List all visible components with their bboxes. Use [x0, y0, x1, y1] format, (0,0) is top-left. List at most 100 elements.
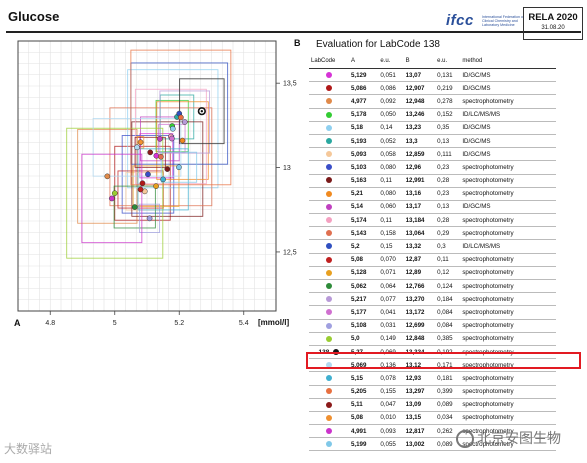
uncertainty-b-cell: 0,13 [435, 134, 461, 149]
title-divider [6, 31, 581, 33]
uncertainty-a-cell: 0,093 [378, 424, 404, 439]
series-color-dot [325, 137, 332, 144]
data-point [147, 149, 154, 156]
uncertainty-a-cell: 0,149 [378, 332, 404, 346]
uncertainty-b-cell: 0,219 [435, 81, 461, 96]
labcode-cell [309, 319, 349, 333]
uncertainty-b-cell: 0,131 [435, 68, 461, 83]
uncertainty-a-cell: 0,052 [378, 134, 404, 149]
series-color-dot [325, 375, 332, 382]
series-color-dot [325, 441, 332, 448]
col-b: B [403, 53, 436, 69]
evaluation-title: Evaluation for LabCode 138 [316, 39, 440, 50]
table-row: 5,199 0,055 13,002 0,089 spectrophotometry [309, 437, 556, 452]
y-tick-label: 12,5 [283, 249, 297, 256]
value-b-cell: 12,991 [403, 174, 436, 188]
method-cell: spectrophotometry [460, 226, 556, 241]
labcode-cell [309, 121, 349, 135]
method-cell: ID/GC/MS [460, 200, 556, 215]
series-color-dot [325, 282, 332, 289]
method-cell: spectrophotometry [460, 292, 556, 307]
uncertainty-b-cell: 0,181 [435, 371, 461, 386]
value-b-cell: 13,09 [403, 398, 436, 412]
value-b-cell: 13,07 [403, 68, 436, 83]
ifcc-logo: ifcc International Federation of Clinica… [446, 12, 526, 32]
series-color-dot [325, 190, 332, 197]
value-a-cell: 5,143 [348, 226, 379, 241]
uncertainty-a-cell: 0,031 [378, 319, 404, 333]
data-point [153, 183, 159, 189]
uncertainty-box [113, 185, 156, 229]
table-row: 5,193 0,052 13,3 0,13 ID/GC/MS [309, 134, 556, 149]
series-color-dot [325, 414, 332, 421]
uncertainty-a-cell: 0,064 [378, 279, 404, 294]
series-color-dot [325, 217, 332, 224]
uncertainty-box [160, 151, 198, 183]
uncertainty-a-cell: 0,15 [378, 239, 404, 254]
method-cell: ID/GC/MS [460, 121, 556, 135]
uncertainty-box [114, 145, 171, 221]
series-color-dot [325, 98, 332, 105]
value-b-cell: 12,848 [403, 332, 436, 346]
labcode-cell [309, 147, 349, 162]
panel-a-label: A [14, 318, 21, 328]
value-b-cell: 13,064 [403, 226, 436, 241]
labcode-cell [309, 253, 349, 267]
uncertainty-a-cell: 0,010 [378, 411, 404, 426]
y-tick-label: 13,5 [283, 81, 297, 88]
value-b-cell: 13,184 [403, 213, 436, 228]
uncertainty-a-cell: 0,060 [378, 200, 404, 215]
series-color-dot [325, 85, 332, 92]
uncertainty-a-cell: 0,092 [378, 94, 404, 109]
method-cell: ID/GC/MS [460, 68, 556, 83]
value-b-cell: 13,17 [403, 200, 436, 215]
uncertainty-a-cell: 0,050 [378, 108, 404, 122]
uncertainty-a-cell: 0,080 [378, 160, 404, 175]
method-cell: ID/GC/MS [460, 81, 556, 96]
table-row: 5,2 0,15 13,32 0,3 ID/LC/MS/MS [309, 239, 556, 254]
uncertainty-box [66, 127, 164, 259]
uncertainty-b-cell: 0,084 [435, 305, 461, 320]
col-eu-a: e.u. [378, 53, 404, 69]
value-b-cell: 12,96 [403, 160, 436, 175]
uncertainty-box [81, 153, 143, 244]
value-b-cell: 12,766 [403, 279, 436, 294]
value-a-cell: 5,08 [348, 253, 379, 267]
uncertainty-a-cell: 0,158 [378, 226, 404, 241]
value-a-cell: 5,2 [348, 239, 379, 254]
watermark-left: 大数驿站 [4, 442, 53, 456]
series-color-dot [325, 243, 332, 250]
table-row: 4,991 0,093 12,817 0,262 spectrophotometry [309, 424, 556, 439]
value-a-cell: 4,991 [348, 424, 379, 439]
table-row: 4,977 0,092 12,948 0,278 spectrophotometry [309, 94, 556, 109]
value-b-cell: 12,859 [403, 147, 436, 162]
value-a-cell: 5,178 [348, 108, 379, 122]
series-color-dot [325, 230, 332, 237]
method-cell: spectrophotometry [460, 279, 556, 294]
youden-plot: 4,8 5 5,2 5,4 12,5 13 13,5 [17, 40, 297, 325]
value-a-cell: 5,103 [348, 160, 379, 175]
method-cell: spectrophotometry [460, 319, 556, 333]
table-row: 5,108 0,031 12,699 0,084 spectrophotometry [309, 319, 556, 333]
value-a-cell: 5,093 [348, 147, 379, 162]
labcode-cell [309, 279, 349, 294]
value-b-cell: 12,93 [403, 371, 436, 386]
value-b-cell: 13,32 [403, 239, 436, 254]
data-point [108, 195, 115, 202]
series-color-dot [325, 124, 332, 131]
wechat-icon [456, 430, 474, 449]
value-a-cell: 5,193 [348, 134, 379, 149]
uncertainty-a-cell: 0,051 [378, 68, 404, 83]
table-row: 5,14 0,060 13,17 0,13 ID/GC/MS [309, 200, 556, 215]
labcode-cell [309, 292, 349, 307]
uncertainty-a-cell: 0,077 [378, 292, 404, 307]
value-a-cell: 4,977 [348, 94, 379, 109]
table-row: 5,205 0,155 13,297 0,399 spectrophotometry [309, 385, 556, 399]
labcode-cell [309, 437, 349, 452]
rela-badge: RELA 2020 31.08.20 [523, 7, 583, 40]
uncertainty-b-cell: 0,29 [435, 226, 461, 241]
data-point [104, 173, 111, 180]
uncertainty-b-cell: 0,28 [435, 174, 461, 188]
value-a-cell: 5,108 [348, 319, 379, 333]
series-color-dot [325, 335, 332, 342]
